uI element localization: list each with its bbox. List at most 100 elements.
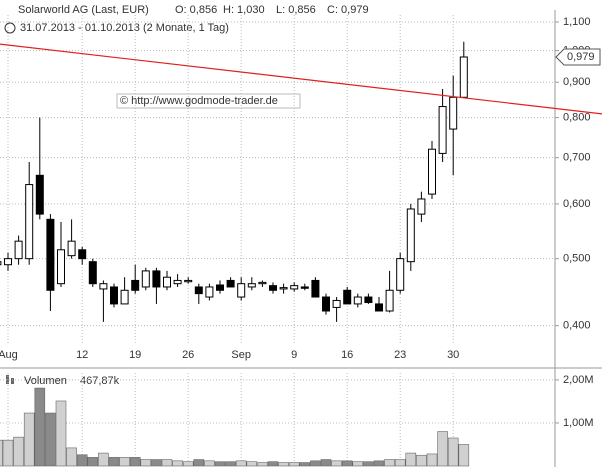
x-tick-label: 30 [447, 349, 459, 361]
volume-icon [11, 378, 14, 384]
candle-body [14, 240, 23, 260]
y-tick-label: 0,800 [563, 111, 591, 123]
volume-bar [373, 460, 385, 467]
candle-body [25, 184, 34, 260]
volume-bar [151, 459, 162, 467]
candle-body [428, 148, 436, 195]
candle-body [205, 286, 214, 298]
candle-body [364, 296, 373, 304]
x-tick-label: 23 [394, 349, 406, 361]
volume-bar [140, 459, 152, 467]
volume-bar [341, 460, 353, 467]
volume-bar [129, 457, 141, 467]
x-tick-label: Aug [0, 349, 18, 361]
candle-body [269, 285, 277, 291]
candle-body [449, 96, 458, 130]
volume-bar [119, 457, 130, 467]
x-tick-label: 19 [129, 349, 141, 361]
y-tick-label: 1,100 [563, 16, 591, 28]
volume-bar [235, 460, 247, 467]
candle-body [226, 279, 235, 288]
volume-bar [394, 459, 406, 467]
clock-icon [4, 22, 16, 34]
volume-bar [267, 461, 279, 467]
volume-bar [320, 459, 332, 467]
candle-body [417, 198, 426, 215]
volume-bar [2, 439, 14, 467]
y-tick-label: 0,400 [563, 320, 591, 332]
last-price-label: 0,979 [567, 51, 595, 63]
trendline [0, 43, 602, 115]
volume-bar [363, 461, 374, 467]
candle-body [247, 283, 256, 288]
candle-body [279, 287, 288, 290]
candle-body [78, 249, 87, 260]
volume-bar [108, 457, 120, 467]
volume-bar [23, 412, 35, 467]
volume-bar [299, 462, 311, 467]
volume-bar [384, 459, 395, 467]
volume-bar [447, 437, 459, 467]
candle-body [67, 240, 76, 257]
volume-bar [182, 461, 194, 467]
header-title: Solarworld AG (Last, EUR) [18, 4, 149, 16]
candle-body [438, 106, 447, 154]
y-tick-label: 0,700 [563, 152, 591, 164]
x-tick-label: 16 [341, 349, 353, 361]
volume-bar [0, 439, 3, 467]
watermark: © http://www.godmode-trader.de [120, 95, 278, 107]
volume-bar [246, 461, 258, 467]
candle-body [0, 261, 2, 266]
volume-bar [87, 457, 99, 467]
candle-body [4, 258, 12, 266]
volume-bar [405, 452, 417, 467]
y-tick-label: 0,900 [563, 76, 591, 88]
y-tick-label: 1,00M [563, 417, 594, 429]
candle-body [311, 279, 320, 298]
volume-bar [161, 459, 173, 467]
volume-bar [214, 461, 226, 467]
y-tick-label: 0,600 [563, 198, 591, 210]
volume-bar [55, 400, 67, 467]
volume-plot [0, 373, 555, 467]
date-range: 31.07.2013 - 01.10.2013 (2 Monate, 1 Tag… [20, 22, 229, 34]
candle-body [173, 279, 182, 285]
volume-bar [288, 462, 300, 467]
ohlc-close: C: 0,979 [327, 4, 369, 16]
candle-body [88, 261, 97, 285]
volume-title: Volumen [24, 375, 67, 387]
volume-bar [45, 412, 56, 467]
volume-bar [225, 461, 236, 467]
y-tick-label: 2,00M [563, 374, 594, 386]
volume-bar [416, 454, 427, 467]
ohlc-low: L: 0,856 [276, 4, 316, 16]
volume-bar [458, 444, 470, 467]
volume-bar [437, 431, 448, 467]
candle-body [290, 285, 299, 290]
volume-bar [193, 459, 205, 467]
candle-body [120, 289, 129, 305]
volume-bar [172, 460, 183, 467]
last-price-marker [555, 48, 601, 66]
candle-body [163, 276, 171, 288]
candle-body [194, 286, 203, 295]
volume-bar [310, 460, 321, 467]
candle-body [99, 283, 108, 290]
candle-body [343, 289, 352, 305]
ohlc-high: H: 1,030 [223, 4, 265, 16]
ohlc-open: O: 0,856 [175, 4, 217, 16]
candle-body [396, 258, 405, 291]
candle-body [110, 286, 118, 305]
candle-body [322, 296, 330, 312]
candle-body [46, 218, 55, 291]
candle-body [216, 284, 224, 291]
candle-body [57, 249, 65, 285]
volume-bar [278, 462, 289, 467]
volume-bar [204, 460, 215, 467]
candle-body [152, 270, 161, 288]
candle-body [406, 208, 415, 263]
price-plot [0, 15, 555, 345]
volume-bar [98, 452, 109, 467]
volume-bar [34, 387, 46, 467]
